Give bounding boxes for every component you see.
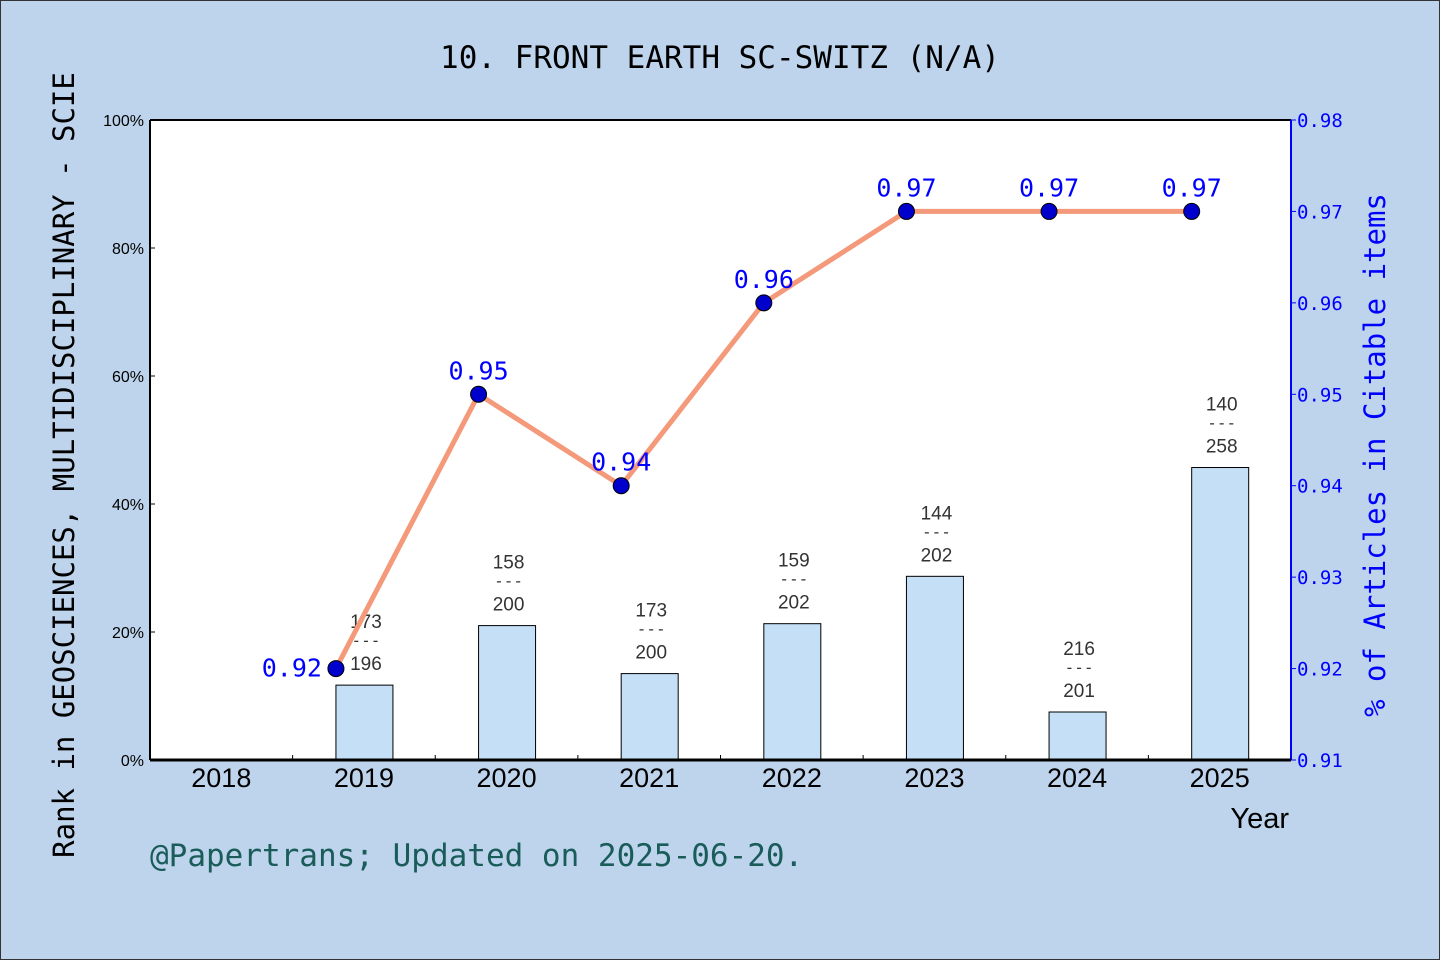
bar-label-denominator: 196 [350,654,382,675]
bar [478,625,537,761]
bar-label-separator: --- [922,522,951,541]
left-tick-label: 40% [112,497,144,514]
line-point [755,294,773,312]
bar-label-separator: --- [351,631,380,650]
line-point [897,202,915,220]
right-axis-label: % of Articles in Citable items [1358,193,1392,717]
bar-label-denominator: 258 [1206,437,1238,458]
line-point [612,477,630,495]
line-point [1183,202,1201,220]
right-tick-label: 0.92 [1297,659,1343,681]
left-tick-label: 60% [112,369,144,386]
x-tick-label: 2022 [762,763,822,793]
bar-label-numerator: 159 [778,551,810,572]
left-tick-label: 80% [112,241,144,258]
line-point-label: 0.96 [734,265,794,294]
x-tick-label: 2025 [1190,763,1250,793]
bar-label-denominator: 202 [921,545,953,566]
x-tick-label: 2023 [904,763,964,793]
right-tick-label: 0.95 [1297,384,1343,406]
right-tick-label: 0.94 [1297,476,1343,498]
right-tick-label: 0.93 [1297,567,1343,589]
left-tick-label: 100% [103,113,144,130]
left-axis-label: Rank in GEOSCIENCES, MULTIDISCIPLINARY -… [47,72,81,858]
plot-area [150,120,1291,760]
line-point [327,660,345,678]
x-tick-label: 2024 [1047,763,1107,793]
right-tick-label: 0.96 [1297,293,1343,315]
bar [620,673,679,761]
left-tick-label: 0% [121,753,144,770]
bar [1048,711,1107,761]
bar-label-numerator: 158 [493,553,525,574]
bar [905,575,964,761]
bar-label-separator: --- [779,570,808,589]
bar-label-separator: --- [1065,658,1094,677]
x-tick-label: 2020 [477,763,537,793]
line-point-label: 0.95 [448,356,508,385]
right-tick-label: 0.91 [1297,750,1343,772]
x-tick-label: 2018 [191,763,251,793]
bar-label-numerator: 140 [1206,395,1238,416]
chart-title: 10. FRONT EARTH SC-SWITZ (N/A) [440,40,1000,76]
footer-credit: @Papertrans; Updated on 2025-06-20. [150,838,803,874]
bar-label-separator: --- [637,620,666,639]
right-tick-label: 0.98 [1297,110,1343,132]
line-point [470,385,488,403]
bar [335,684,394,761]
bar-label-separator: --- [494,572,523,591]
line-point-label: 0.94 [591,448,651,477]
line-point-label: 0.92 [262,654,322,683]
bar-label-denominator: 202 [778,593,810,614]
line-point [1040,202,1058,220]
right-tick-label: 0.97 [1297,201,1343,223]
line-point-label: 0.97 [876,173,936,202]
bar-label-numerator: 173 [635,601,667,622]
line-point-label: 0.97 [1162,173,1222,202]
line-point-label: 0.97 [1019,173,1079,202]
bar-label-numerator: 216 [1063,639,1095,660]
bar-label-denominator: 200 [635,643,667,664]
bar [1191,467,1250,761]
bar-label-denominator: 200 [493,595,525,616]
bar-label-separator: --- [1207,414,1236,433]
x-tick-label: 2019 [334,763,394,793]
x-tick-label: 2021 [619,763,679,793]
left-tick-label: 20% [112,625,144,642]
bar [763,623,822,761]
bar-label-numerator: 144 [921,503,953,524]
x-axis-label: Year [1230,803,1289,835]
bar-label-denominator: 201 [1063,681,1095,702]
